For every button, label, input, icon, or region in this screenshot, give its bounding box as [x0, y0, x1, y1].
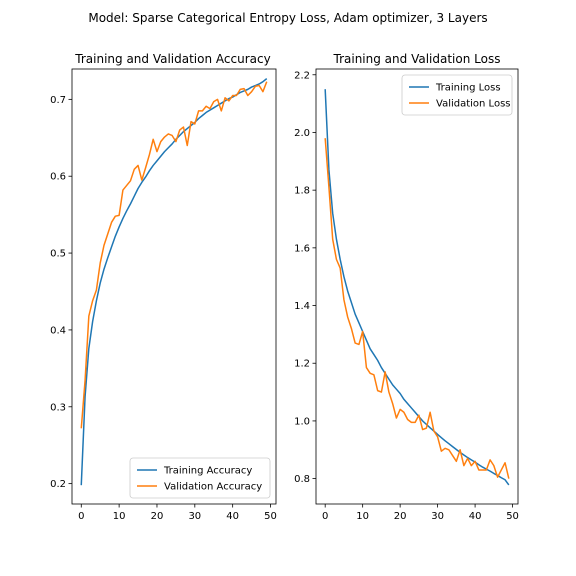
accuracy-x-tick-label: 50 [264, 511, 277, 522]
loss-y-tick-label: 1.0 [294, 416, 310, 427]
accuracy-axes-frame [71, 68, 277, 505]
loss-legend-label-validation: Validation Loss [436, 99, 511, 110]
loss-y-tick-label: 1.4 [294, 301, 310, 312]
accuracy-y-tick-label: 0.3 [50, 402, 66, 413]
loss-series-line-training [324, 89, 510, 486]
accuracy-x-tick-label: 0 [78, 511, 84, 522]
loss-panel: Training and Validation Loss 0 10 20 30 40 50… [294, 52, 519, 522]
loss-x-tick-label: 20 [394, 511, 407, 522]
loss-y-tick-label: 2.2 [294, 70, 310, 81]
accuracy-chart-title: Training and Validation Accuracy [74, 52, 270, 66]
accuracy-y-tick-label: 0.4 [50, 325, 66, 336]
accuracy-x-tick-label: 20 [151, 511, 164, 522]
accuracy-panel: Training and Validation Accuracy 0 10 20 30… [50, 52, 277, 522]
loss-x-tick-label: 50 [506, 511, 519, 522]
accuracy-y-tick-label: 0.5 [50, 249, 66, 260]
loss-y-tick-label: 0.8 [294, 474, 310, 485]
accuracy-legend: Training Accuracy Validation Accuracy [129, 457, 271, 499]
loss-y-tick-label: 2.0 [294, 128, 310, 139]
loss-axes-frame [315, 68, 519, 505]
loss-legend-label-training: Training Loss [435, 83, 501, 94]
accuracy-legend-label-validation: Validation Accuracy [164, 482, 262, 493]
accuracy-legend-box [129, 457, 271, 499]
loss-legend-box [401, 74, 513, 116]
loss-x-tick-label: 0 [322, 511, 328, 522]
figure-title: Model: Sparse Categorical Entropy Loss, … [88, 11, 487, 25]
accuracy-x-tick-label: 30 [188, 511, 201, 522]
accuracy-legend-label-training: Training Accuracy [163, 466, 252, 477]
loss-plot-area: 0 10 20 30 40 50 0.8 1.0 1.2 1.4 1.6 1.8 2.0 2.2 Train… [294, 68, 519, 522]
loss-series-line-validation [324, 138, 510, 479]
loss-y-tick-label: 1.6 [294, 243, 310, 254]
accuracy-x-tick-label: 10 [113, 511, 126, 522]
loss-y-tick-label: 1.2 [294, 359, 310, 370]
accuracy-y-tick-label: 0.7 [50, 95, 66, 106]
loss-x-tick-label: 10 [356, 511, 369, 522]
loss-x-tick-label: 40 [469, 511, 482, 522]
loss-y-tick-label: 1.8 [294, 186, 310, 197]
loss-legend: Training Loss Validation Loss [401, 74, 513, 116]
loss-chart-title: Training and Validation Loss [333, 52, 501, 66]
accuracy-series-line-validation [80, 81, 268, 429]
accuracy-x-tick-label: 40 [226, 511, 239, 522]
accuracy-y-tick-label: 0.6 [50, 172, 66, 183]
loss-x-tick-label: 30 [431, 511, 444, 522]
accuracy-plot-area: 0 10 20 30 40 50 0.2 0.3 0.4 0.5 0.6 0.7 Training Ac… [50, 68, 277, 522]
accuracy-y-tick-label: 0.2 [50, 479, 66, 490]
